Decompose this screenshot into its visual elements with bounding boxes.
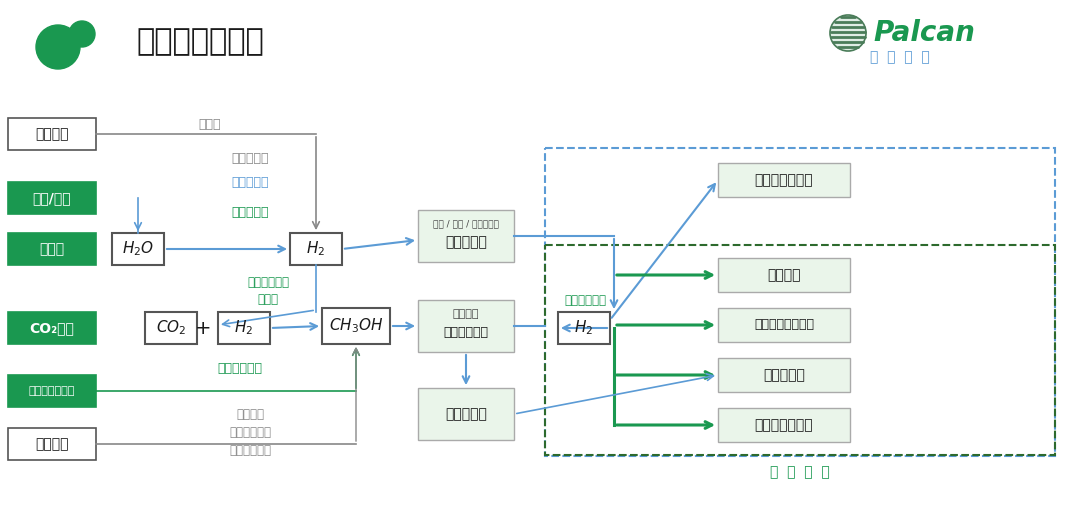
Text: 工业副产氢: 工业副产氢 <box>231 176 269 189</box>
Text: 天然气制甲醇: 天然气制甲醇 <box>229 426 271 440</box>
Text: 氢能产业全景图: 氢能产业全景图 <box>136 28 264 56</box>
Text: 电解水制氢: 电解水制氢 <box>231 206 269 219</box>
Text: 工业用氢: 工业用氢 <box>767 268 800 282</box>
Bar <box>322 308 390 344</box>
Text: 撬装式制氢加氢站: 撬装式制氢加氢站 <box>754 318 814 331</box>
Text: 高  压  氢  罐: 高 压 氢 罐 <box>870 50 930 64</box>
Text: Palcan: Palcan <box>873 19 975 47</box>
Bar <box>8 428 96 460</box>
Text: 甲醇储运体系: 甲醇储运体系 <box>444 326 488 338</box>
Text: 煤制甲醇: 煤制甲醇 <box>237 409 264 421</box>
Text: 博  氢  产  品: 博 氢 产 品 <box>770 465 829 479</box>
Text: CO₂捕集: CO₂捕集 <box>29 321 75 335</box>
Bar <box>418 300 514 352</box>
Bar <box>218 312 270 344</box>
Text: 生物质制甲醇: 生物质制甲醇 <box>217 362 262 374</box>
Text: 电解水: 电解水 <box>40 242 65 256</box>
Text: 化石燃料: 化石燃料 <box>36 127 69 141</box>
Circle shape <box>69 21 95 47</box>
Text: 风能/光能: 风能/光能 <box>32 191 71 205</box>
Circle shape <box>831 15 866 51</box>
Bar <box>112 233 164 265</box>
Bar <box>8 375 96 407</box>
Bar <box>718 308 850 342</box>
Text: 农林废弃秸秆等: 农林废弃秸秆等 <box>29 386 76 396</box>
Bar <box>718 408 850 442</box>
Text: 焦炉气制甲醇: 焦炉气制甲醇 <box>229 445 271 457</box>
Text: $CH_3OH$: $CH_3OH$ <box>328 317 383 335</box>
Text: $H_2$: $H_2$ <box>575 318 594 337</box>
Bar <box>558 312 610 344</box>
Text: 煤制氢: 煤制氢 <box>199 118 221 132</box>
Text: 甲醇重整制氢: 甲醇重整制氢 <box>564 293 606 306</box>
Text: $H_2O$: $H_2O$ <box>122 240 154 258</box>
Text: +: + <box>194 318 212 338</box>
Text: 甲醇内燃机: 甲醇内燃机 <box>445 407 487 421</box>
Bar <box>8 118 96 150</box>
Bar <box>545 245 1055 455</box>
Text: $H_2$: $H_2$ <box>307 240 325 258</box>
Text: 氢气内燃机: 氢气内燃机 <box>764 368 805 382</box>
Text: $H_2$: $H_2$ <box>234 318 254 337</box>
Bar <box>418 388 514 440</box>
Bar <box>8 182 96 214</box>
Text: $CO_2$: $CO_2$ <box>156 318 186 337</box>
Text: 碳捕集加绿氢
制甲醇: 碳捕集加绿氢 制甲醇 <box>247 276 289 306</box>
Bar <box>718 258 850 292</box>
Text: 常温常压: 常温常压 <box>453 309 480 319</box>
Text: 高压 / 液化 / 金属载体等: 高压 / 液化 / 金属载体等 <box>433 219 499 229</box>
Bar <box>8 233 96 265</box>
Text: 氢储运体系: 氢储运体系 <box>445 235 487 249</box>
Bar <box>418 210 514 262</box>
Bar <box>545 148 1055 456</box>
Text: 高温氢燃料电池: 高温氢燃料电池 <box>755 418 813 432</box>
Bar <box>718 358 850 392</box>
Bar <box>8 312 96 344</box>
Bar <box>291 233 342 265</box>
Text: 天然气制氢: 天然气制氢 <box>231 151 269 164</box>
Text: 低温氢燃料电池: 低温氢燃料电池 <box>755 173 813 187</box>
Bar <box>718 163 850 197</box>
Circle shape <box>36 25 80 69</box>
Text: 化石燃料: 化石燃料 <box>36 437 69 451</box>
Bar <box>145 312 197 344</box>
